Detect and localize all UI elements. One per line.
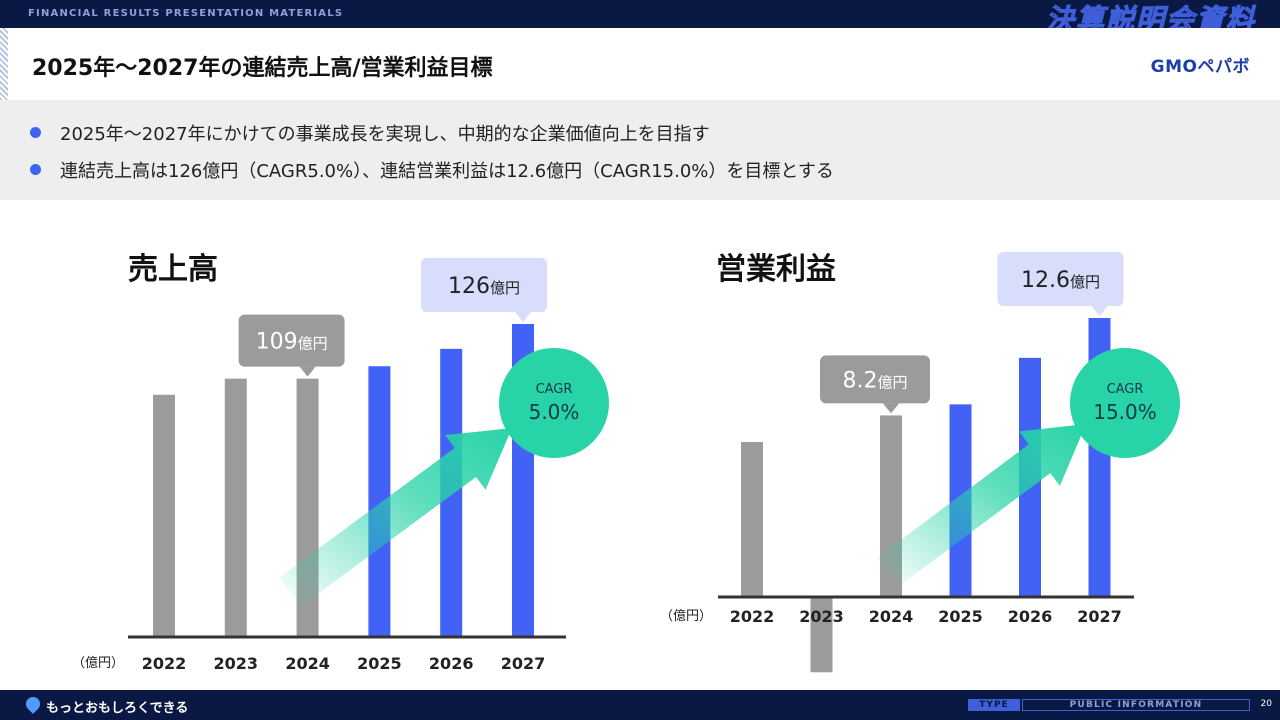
x-tick-label: 2024 xyxy=(869,607,914,626)
chart-title-profit: 営業利益 xyxy=(716,252,836,287)
cagr-label: CAGR xyxy=(1107,382,1144,397)
bar xyxy=(153,394,175,637)
company-logo: GMOペパボ xyxy=(1151,52,1250,77)
callout-pointer xyxy=(515,312,531,322)
callout-number: 109 xyxy=(256,330,298,355)
cagr-badge xyxy=(499,348,609,458)
callout-unit: 億円 xyxy=(298,335,328,353)
callout-value: 12.6億円 xyxy=(1021,268,1100,293)
deck-label: FINANCIAL RESULTS PRESENTATION MATERIALS xyxy=(28,8,344,19)
callout-number: 8.2 xyxy=(842,368,877,393)
bar xyxy=(224,378,247,637)
callout-number: 12.6 xyxy=(1021,268,1070,293)
callout-pointer xyxy=(883,403,899,414)
value-callout xyxy=(421,258,547,312)
value-callout xyxy=(997,252,1124,306)
growth-arrow xyxy=(279,428,512,607)
summary-bullet: 2025年〜2027年にかけての事業成長を実現し、中期的な企業価値向上を目指す xyxy=(30,120,710,146)
cagr-value: 15.0% xyxy=(1093,400,1157,424)
cagr-label: CAGR xyxy=(536,382,573,397)
cagr-badge xyxy=(1070,348,1180,458)
chart-title-sales: 売上高 xyxy=(128,252,218,287)
growth-arrow xyxy=(877,424,1086,587)
location-pin-icon xyxy=(23,694,43,714)
summary-bullet: 連結売上高は126億円（CAGR5.0%）、連結営業利益は12.6億円（CAGR… xyxy=(30,157,834,183)
logo-gmo: GMO xyxy=(1150,57,1198,77)
page-title: 2025年〜2027年の連結売上高/営業利益目標 xyxy=(32,56,493,81)
type-label: TYPE xyxy=(968,699,1020,711)
classification-label: PUBLIC INFORMATION xyxy=(1022,699,1250,711)
x-tick-label: 2025 xyxy=(938,607,983,626)
unit-label: （億円） xyxy=(72,655,124,671)
callout-unit: 億円 xyxy=(877,373,907,391)
x-tick-label: 2022 xyxy=(730,607,775,626)
bullet-dot-icon xyxy=(30,164,41,175)
bottom-bar: もっとおもしろくできる TYPE PUBLIC INFORMATION 20 xyxy=(0,690,1280,720)
footer-slogan: もっとおもしろくできる xyxy=(46,701,189,716)
summary-box: 2025年〜2027年にかけての事業成長を実現し、中期的な企業価値向上を目指す … xyxy=(0,100,1280,200)
x-tick-label: 2023 xyxy=(214,654,259,673)
x-tick-label: 2022 xyxy=(142,654,187,673)
callout-unit: 億円 xyxy=(1070,273,1100,291)
callout-value: 109億円 xyxy=(256,330,328,355)
bar xyxy=(368,366,391,637)
page-number: 20 xyxy=(1260,699,1272,709)
x-tick-label: 2027 xyxy=(1077,607,1122,626)
x-tick-label: 2025 xyxy=(357,654,402,673)
cagr-value: 5.0% xyxy=(529,400,580,424)
callout-value: 8.2億円 xyxy=(842,368,907,393)
bullet-dot-icon xyxy=(30,127,41,138)
callout-number: 126 xyxy=(448,274,490,299)
x-tick-label: 2027 xyxy=(501,654,546,673)
value-callout xyxy=(820,355,930,404)
logo-pepabo: ペパボ xyxy=(1197,57,1250,77)
callout-value: 126億円 xyxy=(448,274,520,299)
bullet-text: 連結売上高は126億円（CAGR5.0%）、連結営業利益は12.6億円（CAGR… xyxy=(60,161,834,182)
callout-pointer xyxy=(1091,306,1108,316)
bar xyxy=(741,442,763,597)
callout-unit: 億円 xyxy=(490,279,520,297)
value-callout xyxy=(238,314,345,367)
title-bar: 2025年〜2027年の連結売上高/営業利益目標 GMOペパボ xyxy=(0,28,1280,100)
bar xyxy=(810,597,833,673)
x-tick-label: 2026 xyxy=(429,654,474,673)
x-tick-label: 2024 xyxy=(285,654,330,673)
callout-pointer xyxy=(299,366,316,377)
unit-label: （億円） xyxy=(660,608,712,624)
x-tick-label: 2023 xyxy=(799,607,844,626)
title-stripe xyxy=(0,28,8,100)
x-tick-label: 2026 xyxy=(1008,607,1053,626)
bullet-text: 2025年〜2027年にかけての事業成長を実現し、中期的な企業価値向上を目指す xyxy=(60,124,710,145)
